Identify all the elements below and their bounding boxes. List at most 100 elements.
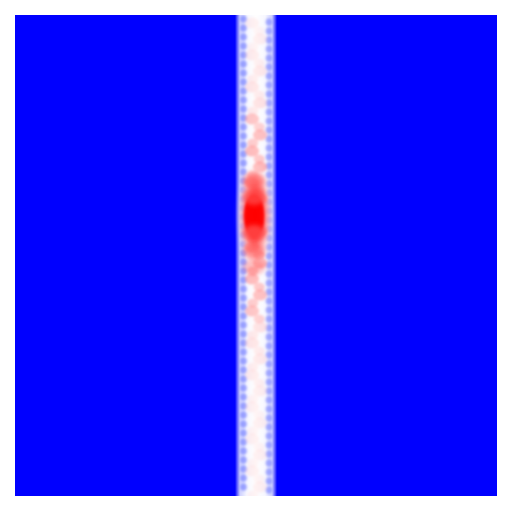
stripe-blob	[245, 145, 259, 157]
stripe-edge-spot	[265, 468, 273, 476]
stripe-edge-spot	[265, 441, 273, 449]
hot-glow	[243, 173, 265, 189]
stripe-edge-spot	[265, 81, 273, 89]
stripe-edge-spot	[265, 27, 273, 35]
stripe-edge-spot	[265, 351, 273, 359]
stripe-blob	[253, 122, 265, 132]
hot-glow	[243, 225, 265, 241]
stripe-edge-spot	[265, 63, 273, 71]
stripe-edge-spot	[265, 378, 273, 386]
stripe-edge-spot	[240, 51, 247, 59]
stripe-blob	[247, 490, 259, 496]
hot-glow	[243, 259, 265, 275]
stripe-edge-spot	[240, 123, 247, 131]
stripe-edge-spot	[240, 285, 247, 293]
stripe-blob	[253, 353, 267, 365]
stripe-edge-spot	[240, 456, 247, 464]
stripe-edge-spot	[240, 69, 247, 77]
stripe-blob	[253, 65, 267, 77]
stripe-blob	[245, 17, 259, 29]
stripe-edge-spot	[265, 369, 273, 377]
stripe-edge-spot	[240, 357, 247, 365]
stripe-blob	[253, 90, 265, 100]
stripe-blob	[245, 273, 259, 285]
stripe-edge-spot	[265, 117, 273, 125]
stripe-edge-spot	[265, 396, 273, 404]
stripe-edge-spot	[265, 450, 273, 458]
stripe-edge-spot	[265, 45, 273, 53]
stripe-edge-spot	[240, 15, 247, 23]
stripe-blob	[253, 314, 265, 324]
stripe-blob	[247, 298, 259, 308]
stripe-edge-spot	[240, 348, 247, 356]
stripe-blob	[247, 426, 259, 436]
stripe-edge-spot	[265, 54, 273, 62]
stripe-edge-spot	[265, 360, 273, 368]
stripe-edge-spot	[240, 78, 247, 86]
stripe-blob	[253, 289, 267, 301]
stripe-blob	[253, 58, 265, 68]
stripe-edge-spot	[265, 261, 273, 269]
stripe-blob	[253, 474, 265, 484]
stripe-edge-spot	[240, 339, 247, 347]
stripe-edge-spot	[265, 306, 273, 314]
stripe-blob	[247, 458, 259, 468]
stripe-edge-spot	[240, 420, 247, 428]
stripe-edge-spot	[265, 135, 273, 143]
vertical-stripe	[235, 15, 277, 496]
stripe-blob	[253, 33, 267, 45]
stripe-edge-spot	[240, 33, 247, 41]
stripe-blob	[253, 97, 267, 109]
stripe-edge-spot	[240, 303, 247, 311]
stripe-edge-spot	[265, 279, 273, 287]
stripe-edge-spot	[265, 144, 273, 152]
stripe-edge-spot	[265, 423, 273, 431]
heatmap-image	[15, 15, 497, 496]
stripe-blob	[247, 74, 259, 84]
hot-glow	[243, 189, 265, 205]
stripe-edge-spot	[240, 429, 247, 437]
stripe-edge-spot	[265, 432, 273, 440]
stripe-edge-spot	[240, 483, 247, 491]
stripe-edge-spot	[265, 99, 273, 107]
stripe-edge-spot	[265, 72, 273, 80]
stripe-edge-spot	[265, 171, 273, 179]
hot-glow	[243, 243, 265, 259]
stripe-blob	[245, 369, 259, 381]
stripe-blob	[253, 417, 267, 429]
stripe-edge-spot	[265, 324, 273, 332]
stripe-blob	[245, 49, 259, 61]
stripe-blob	[253, 385, 267, 397]
stripe-edge-spot	[240, 96, 247, 104]
stripe-blob	[253, 378, 265, 388]
stripe-blob	[253, 26, 265, 36]
stripe-blob	[245, 81, 259, 93]
stripe-edge-spot	[265, 387, 273, 395]
stripe-blob	[253, 154, 265, 164]
stripe-edge-spot	[240, 60, 247, 68]
stripe-edge-spot	[265, 414, 273, 422]
stripe-edge-spot	[240, 294, 247, 302]
stripe-blob	[245, 465, 259, 477]
stripe-edge-spot	[240, 312, 247, 320]
stripe-edge-spot	[240, 132, 247, 140]
stripe-edge-spot	[265, 162, 273, 170]
stripe-edge-spot	[265, 126, 273, 134]
stripe-edge-spot	[240, 159, 247, 167]
stripe-blob	[245, 113, 259, 125]
stripe-blob	[253, 442, 265, 452]
stripe-edge-spot	[265, 459, 273, 467]
stripe-edge-spot	[240, 42, 247, 50]
stripe-blob	[253, 321, 267, 333]
stripe-edge-spot	[265, 18, 273, 26]
stripe-edge-spot	[265, 315, 273, 323]
stripe-blob	[247, 394, 259, 404]
heatmap-svg	[15, 15, 497, 496]
stripe-blob	[245, 433, 259, 445]
stripe-edge-spot	[240, 393, 247, 401]
stripe-edge-spot	[265, 477, 273, 485]
stripe-blob	[253, 410, 265, 420]
stripe-blob	[247, 42, 259, 52]
stripe-edge-spot	[265, 108, 273, 116]
